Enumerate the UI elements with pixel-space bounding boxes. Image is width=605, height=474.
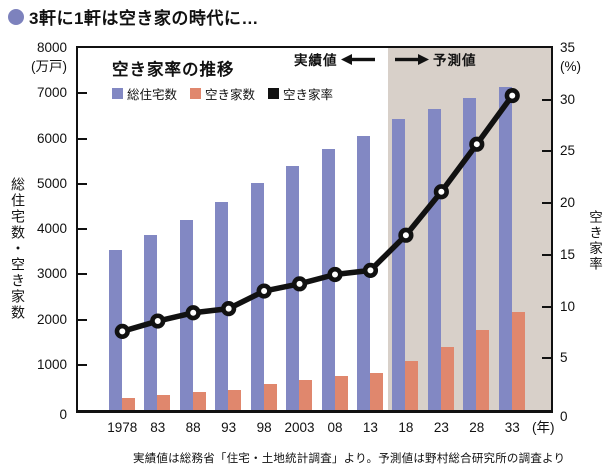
- right-axis-tick-label: 25: [560, 143, 576, 159]
- forecast-values-label: 予測値: [433, 53, 477, 68]
- page-title: 3軒に1軒は空き家の時代に…: [29, 9, 259, 28]
- legend-label: 空き家率: [283, 88, 334, 102]
- rate-marker: [291, 276, 308, 292]
- right-axis-title: 空き家率: [587, 210, 602, 272]
- total-housing-bar: [427, 108, 441, 410]
- x-tick-label: 2003: [284, 420, 315, 435]
- vacant-housing-bar: [192, 392, 206, 410]
- left-axis-tick: [78, 363, 87, 366]
- right-axis-tick-label: 5: [560, 350, 568, 366]
- left-axis-tick: [78, 137, 87, 140]
- x-tick-label: 23: [433, 420, 449, 435]
- x-tick-label: 98: [256, 420, 272, 435]
- left-axis-tick-label: 7000: [36, 85, 67, 101]
- legend-item: 総住宅数: [112, 84, 177, 103]
- left-axis-tick-label: 6000: [36, 130, 67, 146]
- total-housing-bar: [286, 166, 300, 410]
- right-axis-tick: [542, 357, 551, 360]
- total-housing-bar: [321, 149, 335, 410]
- x-tick-label: 28: [469, 420, 485, 435]
- right-axis-tick-label: 15: [560, 246, 576, 262]
- rate-marker: [185, 305, 201, 321]
- x-tick-label: 88: [185, 420, 201, 435]
- left-axis-tick-label: 2000: [36, 311, 67, 327]
- rate-marker: [469, 136, 485, 152]
- vacant-housing-bar: [228, 389, 242, 410]
- x-tick-label: 13: [362, 420, 378, 435]
- rate-marker: [327, 266, 343, 283]
- legend-swatch-icon: [268, 88, 280, 99]
- vacant-housing-bar: [299, 380, 313, 410]
- total-housing-bar: [463, 97, 477, 410]
- vacant-housing-bar: [440, 346, 454, 410]
- vacant-housing-bar: [334, 375, 348, 410]
- vacancy-rate-line: [114, 87, 520, 339]
- left-axis-tick-label: 0: [59, 407, 67, 422]
- vacant-housing-bar: [369, 372, 383, 410]
- x-tick-label: 18: [398, 420, 414, 435]
- left-axis-tick-label: 5000: [36, 175, 67, 191]
- left-axis-tick-label: 1000: [36, 356, 67, 372]
- right-arrow-icon: [395, 54, 429, 65]
- x-tick-label: 83: [150, 420, 166, 435]
- vacant-housing-bar: [476, 329, 490, 410]
- rate-marker: [221, 301, 237, 317]
- left-axis-tick: [78, 228, 87, 230]
- vacant-housing-bar: [263, 383, 277, 410]
- right-axis-unit: (%): [560, 59, 581, 74]
- plot-area: [76, 46, 553, 413]
- vacant-housing-bar: [511, 311, 525, 410]
- right-axis-tick: [542, 202, 551, 205]
- rate-marker: [362, 262, 379, 278]
- source-caption: 実績値は総務省「住宅・土地統計調査」より。予測値は野村総合研究所の調査より: [133, 453, 566, 465]
- chart-title: 空き家率の推移: [112, 61, 235, 79]
- rate-marker: [398, 227, 414, 243]
- right-axis-tick-label: 35: [560, 40, 576, 55]
- header: 3軒に1軒は空き家の時代に…: [8, 4, 259, 29]
- left-axis-tick: [78, 182, 87, 185]
- rate-marker: [433, 184, 449, 200]
- legend-swatch-icon: [112, 88, 123, 99]
- left-axis-tick-label: 3000: [36, 266, 67, 282]
- x-axis-unit: (年): [532, 420, 555, 435]
- x-tick-label: 08: [327, 420, 343, 435]
- left-axis-title: 総住宅数・空き家数: [10, 177, 26, 321]
- x-tick-label: 93: [221, 420, 237, 435]
- rate-marker: [504, 87, 520, 104]
- legend-label: 総住宅数: [127, 88, 178, 102]
- total-housing-bar: [498, 87, 512, 410]
- x-tick-label: 1978: [107, 420, 138, 435]
- left-arrow-icon: [341, 54, 375, 65]
- vacant-housing-bar: [405, 361, 419, 410]
- right-axis-tick: [542, 98, 551, 101]
- rate-marker: [150, 313, 166, 329]
- left-axis-unit: (万戸): [31, 59, 67, 74]
- legend-swatch-icon: [190, 88, 202, 99]
- left-axis-tick: [78, 92, 87, 95]
- right-axis-tick-label: 30: [560, 91, 576, 107]
- left-axis-tick: [78, 318, 87, 321]
- right-axis-tick: [542, 253, 551, 256]
- right-axis-tick: [542, 150, 551, 153]
- legend-item: 空き家率: [268, 84, 333, 103]
- vacant-housing-bar: [157, 395, 171, 410]
- x-tick-label: 33: [504, 420, 520, 435]
- right-axis-tick-label: 20: [560, 195, 576, 211]
- legend-label: 空き家数: [205, 88, 256, 102]
- right-axis-tick: [542, 305, 551, 308]
- left-axis-tick-label: 4000: [36, 221, 67, 236]
- vacant-housing-bar: [121, 397, 135, 410]
- rate-marker: [256, 283, 272, 299]
- left-axis-tick-label: 8000: [36, 40, 67, 55]
- legend: 総住宅数 空き家数 空き家率: [112, 84, 333, 103]
- left-axis-tick: [78, 273, 87, 276]
- right-axis-tick-label: 0: [560, 409, 568, 424]
- right-axis-tick-label: 10: [560, 298, 576, 314]
- rate-marker: [114, 323, 130, 339]
- bullet-icon: [8, 8, 24, 25]
- legend-item: 空き家数: [190, 84, 255, 103]
- actual-values-label: 実績値: [294, 53, 338, 68]
- total-housing-bar: [392, 118, 406, 410]
